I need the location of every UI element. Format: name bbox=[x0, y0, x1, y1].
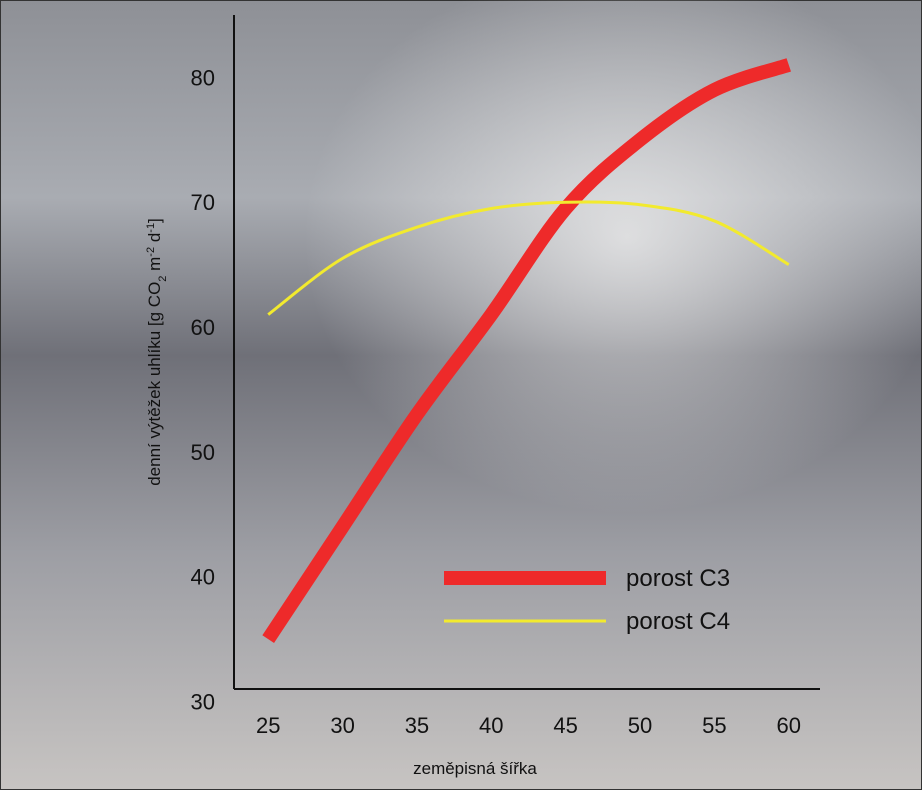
y-axis-label-part: m bbox=[145, 257, 164, 276]
y-axis-label-part: ] bbox=[145, 218, 164, 223]
y-tick-label: 70 bbox=[191, 190, 215, 215]
x-tick-label: 35 bbox=[405, 713, 429, 738]
y-axis-label-part: -1 bbox=[145, 223, 157, 233]
x-tick-label: 45 bbox=[553, 713, 577, 738]
background-glow bbox=[0, 0, 922, 790]
x-tick-label: 30 bbox=[330, 713, 354, 738]
x-tick-label: 60 bbox=[777, 713, 801, 738]
legend-label: porost C3 bbox=[626, 565, 730, 592]
y-tick-label: 80 bbox=[191, 65, 215, 90]
y-axis-label-part: -2 bbox=[145, 247, 157, 257]
x-tick-label: 50 bbox=[628, 713, 652, 738]
legend-label: porost C4 bbox=[626, 608, 730, 635]
y-axis-label-part: denní výtěžek uhlíku [g CO bbox=[145, 282, 164, 486]
chart: zeměpisná šířka denní výtěžek uhlíku [g … bbox=[0, 0, 922, 790]
y-tick-label: 40 bbox=[191, 565, 215, 590]
y-tick-label: 30 bbox=[191, 689, 215, 714]
x-tick-label: 25 bbox=[256, 713, 280, 738]
x-tick-label: 40 bbox=[479, 713, 503, 738]
y-tick-label: 60 bbox=[191, 315, 215, 340]
y-axis-label-part: d bbox=[145, 233, 164, 247]
x-tick-label: 55 bbox=[702, 713, 726, 738]
y-tick-label: 50 bbox=[191, 440, 215, 465]
x-axis-label: zeměpisná šířka bbox=[413, 759, 537, 778]
